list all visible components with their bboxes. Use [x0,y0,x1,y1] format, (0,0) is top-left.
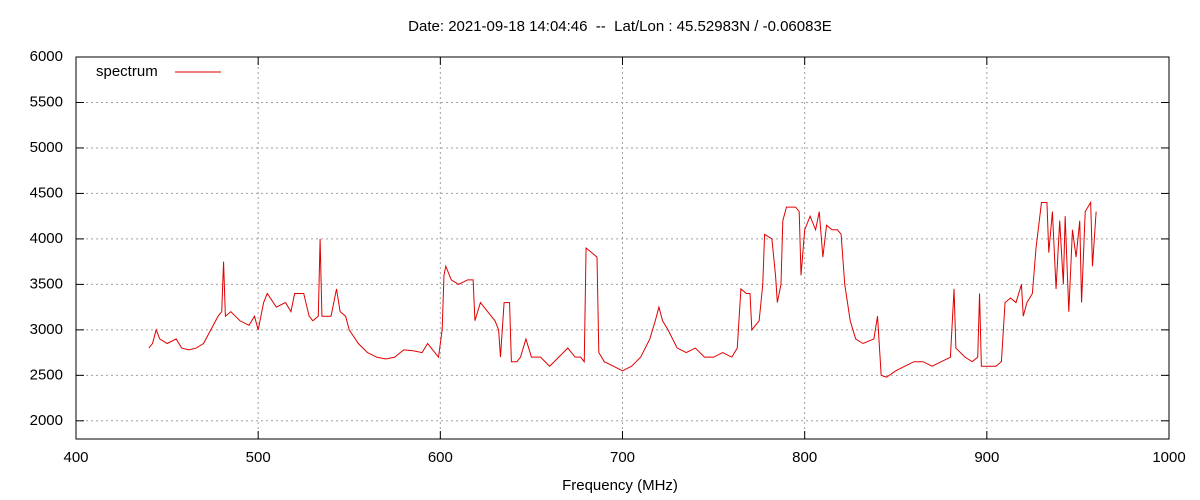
y-tick-label: 2500 [30,366,63,383]
chart-title: Date: 2021-09-18 14:04:46 -- Lat/Lon : 4… [408,18,832,35]
y-tick-label: 3000 [30,321,63,338]
x-tick-label: 900 [974,449,999,466]
x-tick-label: 400 [63,449,88,466]
series-line [148,200,1097,378]
x-tick-label: 500 [246,449,271,466]
y-tick-label: 2000 [30,412,63,429]
legend-label: spectrum [96,63,158,80]
y-tick-label: 5000 [30,139,63,156]
y-tick-label: 4000 [30,230,63,247]
x-tick-label: 800 [792,449,817,466]
y-tick-label: 3500 [30,275,63,292]
x-tick-label: 700 [610,449,635,466]
x-tick-label: 1000 [1152,449,1185,466]
plot-border [75,56,1170,440]
x-tick-label: 600 [428,449,453,466]
x-axis-label: Frequency (MHz) [562,477,678,494]
y-tick-label: 6000 [30,48,63,65]
y-tick-label: 4500 [30,184,63,201]
y-tick-label: 5500 [30,93,63,110]
